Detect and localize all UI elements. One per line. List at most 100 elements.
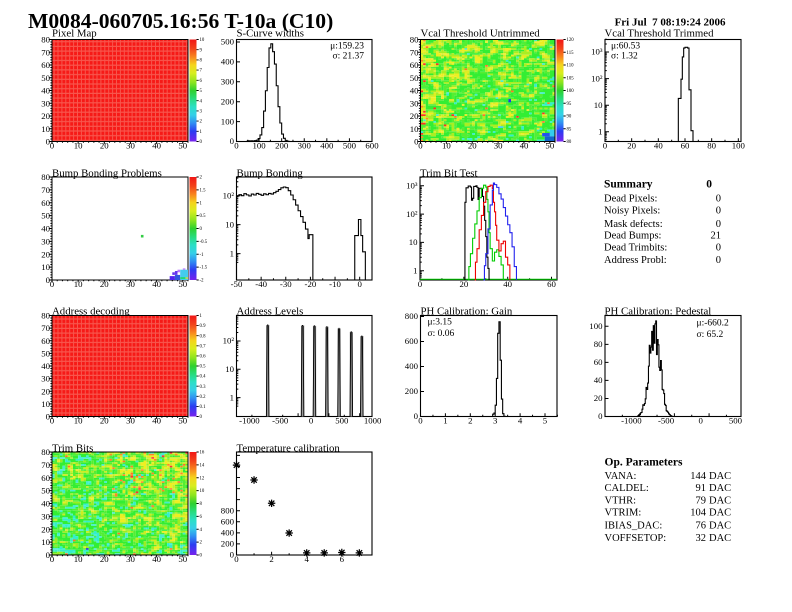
svg-text:-500: -500 bbox=[272, 416, 289, 426]
svg-text:0: 0 bbox=[200, 140, 203, 145]
svg-text:0: 0 bbox=[418, 279, 423, 289]
svg-text:0: 0 bbox=[716, 255, 721, 266]
svg-text:10³: 10³ bbox=[406, 181, 418, 191]
svg-text:60: 60 bbox=[41, 336, 50, 346]
svg-text:115: 115 bbox=[567, 51, 575, 56]
svg-text:20: 20 bbox=[468, 141, 477, 151]
svg-text:400: 400 bbox=[221, 57, 235, 67]
svg-text:60: 60 bbox=[547, 279, 556, 289]
svg-text:10: 10 bbox=[41, 399, 50, 409]
svg-text:600: 600 bbox=[365, 141, 379, 151]
svg-text:Dead Pixels:: Dead Pixels: bbox=[604, 194, 657, 205]
svg-text:0: 0 bbox=[418, 141, 423, 151]
svg-text:0: 0 bbox=[50, 141, 55, 151]
svg-text:1: 1 bbox=[200, 314, 203, 319]
svg-text:70: 70 bbox=[41, 185, 50, 195]
svg-text:Address Probl:: Address Probl: bbox=[604, 255, 667, 266]
svg-text:Fri Jul 7 08:19:24 2006: Fri Jul 7 08:19:24 2006 bbox=[615, 17, 726, 29]
svg-text:0.6: 0.6 bbox=[200, 355, 207, 360]
svg-text:4: 4 bbox=[200, 99, 203, 104]
svg-text:0: 0 bbox=[598, 411, 603, 421]
svg-text:3: 3 bbox=[200, 110, 203, 115]
svg-text:6: 6 bbox=[200, 79, 203, 84]
svg-text:104: 104 bbox=[690, 507, 707, 518]
svg-text:80: 80 bbox=[567, 140, 572, 145]
svg-text:40: 40 bbox=[654, 141, 663, 151]
svg-text:500: 500 bbox=[343, 141, 357, 151]
svg-text:20: 20 bbox=[627, 141, 636, 151]
svg-text:20: 20 bbox=[41, 386, 50, 396]
svg-text:0: 0 bbox=[418, 416, 423, 426]
svg-text:30: 30 bbox=[41, 236, 50, 246]
svg-text:10: 10 bbox=[74, 416, 83, 426]
svg-text:10²: 10² bbox=[591, 73, 603, 83]
svg-text:30: 30 bbox=[410, 98, 419, 108]
svg-text:DAC: DAC bbox=[709, 471, 731, 482]
svg-text:70: 70 bbox=[41, 460, 50, 470]
svg-text:30: 30 bbox=[126, 279, 135, 289]
svg-text:100: 100 bbox=[252, 141, 266, 151]
svg-text:21: 21 bbox=[711, 231, 722, 242]
svg-text:40: 40 bbox=[520, 141, 529, 151]
svg-text:-2: -2 bbox=[200, 279, 205, 284]
svg-text:40: 40 bbox=[41, 86, 50, 96]
svg-text:60: 60 bbox=[681, 141, 690, 151]
svg-text:0: 0 bbox=[230, 136, 235, 146]
svg-text:600: 600 bbox=[405, 336, 419, 346]
svg-text:0: 0 bbox=[699, 416, 704, 426]
svg-text:200: 200 bbox=[221, 539, 235, 549]
svg-text:800: 800 bbox=[221, 505, 235, 515]
svg-text:0: 0 bbox=[234, 554, 239, 564]
svg-text:20: 20 bbox=[410, 111, 419, 121]
svg-text:80: 80 bbox=[707, 141, 716, 151]
svg-text:Dead Trimbits:: Dead Trimbits: bbox=[604, 242, 667, 253]
svg-text:30: 30 bbox=[494, 141, 503, 151]
svg-text:10³: 10³ bbox=[591, 47, 603, 57]
svg-text:10²: 10² bbox=[406, 209, 418, 219]
svg-text:200: 200 bbox=[275, 141, 289, 151]
svg-text:DAC: DAC bbox=[709, 507, 731, 518]
svg-text:0: 0 bbox=[716, 194, 721, 205]
svg-text:4: 4 bbox=[304, 554, 309, 564]
svg-text:60: 60 bbox=[41, 473, 50, 483]
svg-text:7: 7 bbox=[200, 69, 203, 74]
svg-text:40: 40 bbox=[410, 86, 419, 96]
svg-text:20: 20 bbox=[100, 279, 109, 289]
svg-text:0: 0 bbox=[414, 411, 419, 421]
svg-text:σ: 21.37: σ: 21.37 bbox=[332, 52, 364, 62]
svg-text:8: 8 bbox=[200, 59, 203, 64]
svg-text:100: 100 bbox=[732, 141, 746, 151]
svg-text:40: 40 bbox=[594, 375, 603, 385]
svg-text:10²: 10² bbox=[223, 190, 235, 200]
svg-text:300: 300 bbox=[221, 77, 235, 87]
svg-text:VOFFSETOP:: VOFFSETOP: bbox=[605, 533, 667, 544]
svg-text:M0084-060705.16:56 T-10a (C10): M0084-060705.16:56 T-10a (C10) bbox=[28, 9, 333, 33]
svg-text:1000: 1000 bbox=[364, 416, 382, 426]
svg-text:85: 85 bbox=[567, 127, 572, 132]
svg-text:30: 30 bbox=[126, 141, 135, 151]
svg-text:0: 0 bbox=[200, 554, 203, 559]
svg-text:-1: -1 bbox=[200, 253, 205, 258]
svg-text:-1.5: -1.5 bbox=[200, 266, 208, 271]
svg-text:110: 110 bbox=[567, 64, 575, 69]
svg-text:Pixel Map: Pixel Map bbox=[52, 28, 97, 40]
svg-text:0: 0 bbox=[46, 550, 51, 560]
svg-text:10: 10 bbox=[225, 364, 234, 374]
svg-text:50: 50 bbox=[41, 486, 50, 496]
svg-text:10: 10 bbox=[594, 100, 603, 110]
svg-text:5: 5 bbox=[543, 416, 548, 426]
svg-text:80: 80 bbox=[410, 35, 419, 45]
svg-text:80: 80 bbox=[594, 339, 603, 349]
svg-text:0: 0 bbox=[357, 279, 362, 289]
svg-text:0.8: 0.8 bbox=[200, 334, 207, 339]
svg-text:IBIAS_DAC:: IBIAS_DAC: bbox=[605, 521, 663, 532]
svg-text:0: 0 bbox=[716, 219, 721, 230]
svg-text:0: 0 bbox=[46, 275, 51, 285]
svg-text:σ: 0.06: σ: 0.06 bbox=[428, 329, 455, 339]
svg-text:100: 100 bbox=[221, 116, 235, 126]
svg-text:8: 8 bbox=[200, 502, 203, 507]
svg-text:DAC: DAC bbox=[709, 495, 731, 506]
svg-text:14: 14 bbox=[200, 463, 205, 468]
svg-text:40: 40 bbox=[41, 361, 50, 371]
svg-text:10: 10 bbox=[41, 537, 50, 547]
